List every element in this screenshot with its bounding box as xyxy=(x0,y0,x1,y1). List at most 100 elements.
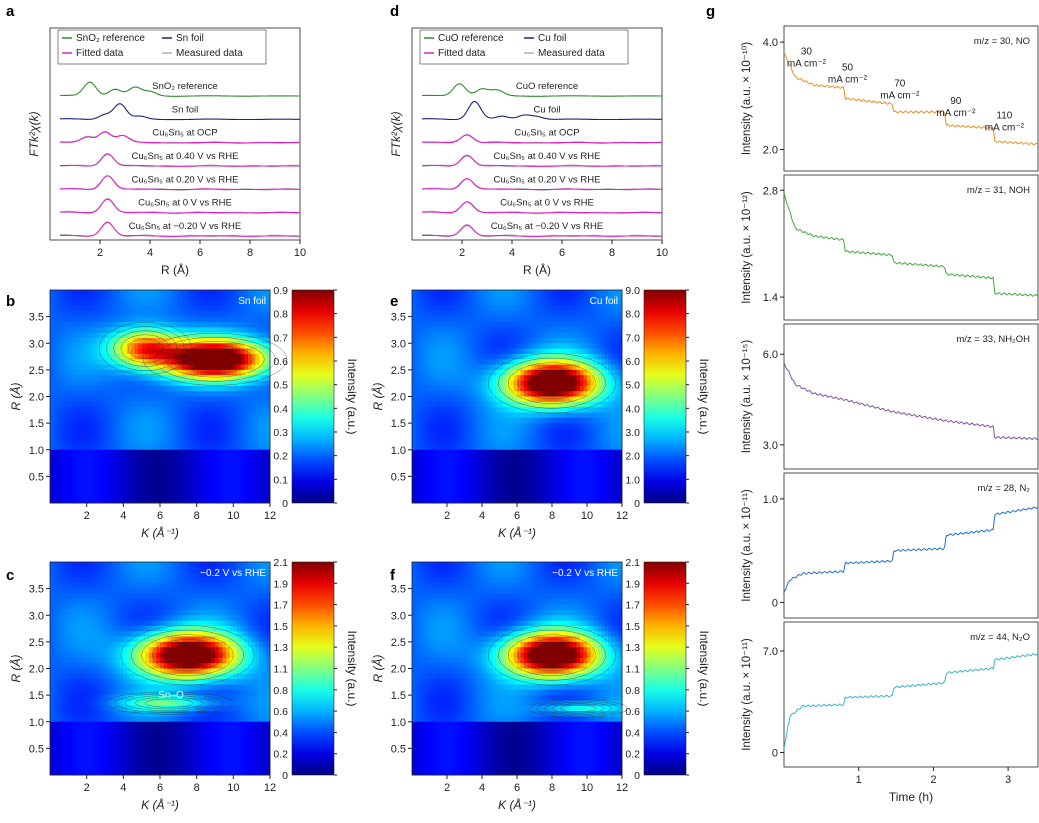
heatmap-cell xyxy=(68,311,73,318)
heatmap-cell xyxy=(116,759,121,765)
heatmap-cell xyxy=(218,401,223,408)
heatmap-cell xyxy=(189,316,194,323)
heatmap-cell xyxy=(79,588,84,595)
heatmap-cell xyxy=(64,631,69,637)
heatmap-cell xyxy=(163,353,168,360)
heatmap-cell xyxy=(240,705,245,712)
heatmap-cell xyxy=(207,300,212,307)
heatmap-cell xyxy=(259,471,264,477)
heatmap-cell xyxy=(262,444,267,451)
heatmap-cell xyxy=(53,711,58,717)
heatmap-cell xyxy=(196,487,201,493)
heatmap-cell xyxy=(240,391,245,397)
heatmap-cell xyxy=(207,572,212,579)
heatmap-cell xyxy=(240,455,245,461)
heatmap-cell xyxy=(167,684,172,691)
heatmap-cell xyxy=(83,647,88,653)
heatmap-cell xyxy=(86,583,91,590)
heatmap-cell xyxy=(90,305,95,312)
heatmap-cell xyxy=(200,476,205,483)
heatmap-cell xyxy=(53,439,58,445)
heatmap-cell xyxy=(259,604,264,611)
heatmap-cell xyxy=(229,583,234,590)
heatmap-cell xyxy=(240,748,245,755)
heatmap-cell xyxy=(83,332,88,339)
heatmap-cell xyxy=(112,615,117,621)
heatmap-cell xyxy=(79,732,84,739)
heatmap-cell xyxy=(229,417,234,424)
heatmap-cell xyxy=(64,497,69,504)
heatmap-cell xyxy=(182,492,187,499)
heatmap-cell xyxy=(196,375,201,381)
heatmap-cell xyxy=(79,380,84,387)
heatmap-cell xyxy=(215,487,220,493)
heatmap-cell xyxy=(145,727,150,733)
heatmap-cell xyxy=(83,449,88,456)
heatmap-cell xyxy=(229,599,234,605)
heatmap-cell xyxy=(237,673,242,680)
heatmap-cell xyxy=(207,562,212,568)
heatmap-cell xyxy=(94,439,99,445)
heatmap-cell xyxy=(171,316,176,323)
heatmap-cell xyxy=(72,375,77,381)
heatmap-cell xyxy=(57,599,62,605)
heatmap-cell xyxy=(266,300,271,307)
heatmap-cell xyxy=(200,300,205,307)
heatmap-cell xyxy=(226,748,231,755)
heatmap-cell xyxy=(229,668,234,675)
heatmap-cell xyxy=(167,337,172,344)
heatmap-cell xyxy=(149,497,154,504)
heatmap-cell xyxy=(145,423,150,429)
heatmap-cell xyxy=(237,439,242,445)
heatmap-cell xyxy=(244,290,249,296)
heatmap-cell xyxy=(149,668,154,675)
heatmap-cell xyxy=(53,769,58,776)
heatmap-cell xyxy=(116,332,121,339)
heatmap-cell xyxy=(215,604,220,611)
heatmap-cell xyxy=(57,471,62,477)
heatmap-cell xyxy=(134,593,139,600)
heatmap-cell xyxy=(193,332,198,339)
heatmap-cell xyxy=(57,716,62,723)
heatmap-cell xyxy=(86,636,91,643)
heatmap-cell xyxy=(182,615,187,621)
heatmap-cell xyxy=(229,577,234,584)
heatmap-cell xyxy=(204,705,209,712)
heatmap-cell xyxy=(163,679,168,685)
heatmap-cell xyxy=(266,332,271,339)
heatmap-cell xyxy=(229,743,234,749)
heatmap-cell xyxy=(189,375,194,381)
heatmap-cell xyxy=(57,743,62,749)
heatmap-cell xyxy=(248,583,253,590)
heatmap-cell xyxy=(86,417,91,424)
heatmap-cell xyxy=(79,439,84,445)
heatmap-cell xyxy=(222,562,227,568)
heatmap-cell xyxy=(244,743,249,749)
heatmap-cell xyxy=(189,695,194,701)
x-tick-label: 12 xyxy=(264,510,276,522)
heatmap-cell xyxy=(266,481,271,488)
heatmap-cell xyxy=(94,380,99,387)
heatmap-cell xyxy=(255,689,260,696)
heatmap-cell xyxy=(160,689,165,696)
heatmap-cell xyxy=(123,711,128,717)
heatmap-cell xyxy=(53,753,58,760)
heatmap-cell xyxy=(75,764,80,771)
heatmap-cell xyxy=(251,641,256,648)
heatmap-cell xyxy=(185,562,190,568)
heatmap-cell xyxy=(61,572,66,579)
heatmap-cell xyxy=(222,593,227,600)
heatmap-cell xyxy=(90,321,95,328)
heatmap-cell xyxy=(229,449,234,456)
heatmap-cell xyxy=(116,348,121,355)
heatmap-cell xyxy=(86,673,91,680)
heatmap-cell xyxy=(266,449,271,456)
heatmap-cell xyxy=(72,604,77,611)
heatmap-cell xyxy=(97,455,102,461)
heatmap-cell xyxy=(90,615,95,621)
heatmap-cell xyxy=(79,391,84,397)
heatmap-cell xyxy=(72,615,77,621)
heatmap-cell xyxy=(130,764,135,771)
heatmap-cell xyxy=(163,769,168,776)
